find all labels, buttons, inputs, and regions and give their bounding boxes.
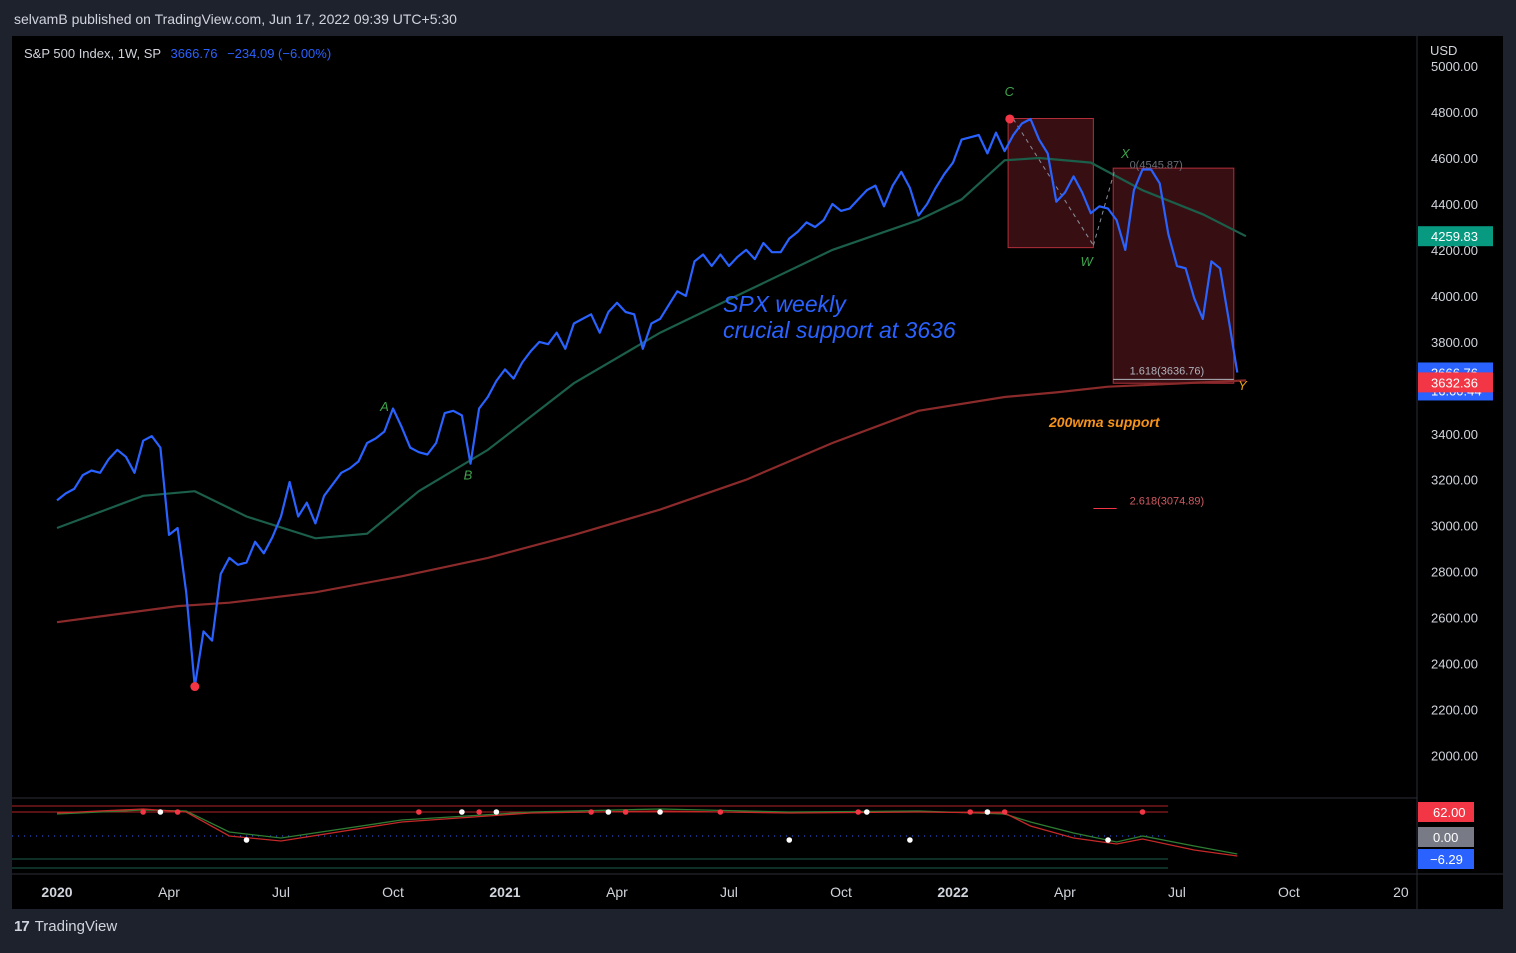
price-badge — [1418, 372, 1493, 393]
osc-badge — [1418, 849, 1474, 869]
price-badge-value: 4259.83 — [1431, 229, 1478, 244]
y-tick-label: 4000.00 — [1431, 289, 1478, 304]
low-marker — [190, 682, 200, 692]
y-tick-label: 4200.00 — [1431, 243, 1478, 258]
wave-box-w — [1007, 117, 1094, 249]
osc-dot — [459, 809, 465, 815]
x-tick-label: Oct — [1278, 884, 1300, 900]
osc-dot — [416, 809, 422, 815]
y-tick-label: 2400.00 — [1431, 657, 1478, 672]
osc-badge-value: 0.00 — [1433, 830, 1458, 845]
tradingview-logo-icon: 17 — [14, 918, 30, 935]
wave-label-a: A — [379, 399, 389, 414]
support-note: 200wma support — [1048, 414, 1161, 430]
osc-signal-line — [56, 808, 1238, 855]
ma-short-line — [56, 156, 1247, 540]
symbol-legend: S&P 500 Index, 1W, SP 3666.76 −234.09 (−… — [24, 46, 331, 61]
currency-label: USD — [1430, 43, 1457, 58]
osc-dot — [984, 809, 991, 815]
osc-dot — [855, 809, 861, 815]
osc-dot — [786, 837, 793, 843]
osc-dot — [907, 837, 913, 843]
x-tick-label: Apr — [606, 884, 628, 900]
osc-dot — [657, 809, 663, 815]
x-tick-label: 20 — [1393, 884, 1409, 900]
osc-dot — [1139, 809, 1146, 815]
wave-label-w: W — [1080, 254, 1094, 269]
publish-header: selvamB published on TradingView.com, Ju… — [0, 0, 1516, 36]
x-tick-label: Jul — [1168, 884, 1186, 900]
publish-line: selvamB published on TradingView.com, Ju… — [14, 11, 457, 27]
footer-brand: 17 TradingView — [14, 918, 117, 935]
wave-label-x: X — [1120, 146, 1131, 161]
x-tick-label: 2021 — [489, 884, 520, 900]
y-tick-label: 5000.00 — [1431, 59, 1478, 74]
osc-dot — [140, 809, 146, 815]
osc-dot — [967, 809, 973, 815]
brand-name: TradingView — [34, 918, 118, 935]
price-badge — [1418, 226, 1493, 247]
y-tick-label: 3400.00 — [1431, 427, 1478, 442]
note-line-1: SPX weekly — [723, 291, 847, 317]
x-tick-label: Jul — [272, 884, 290, 900]
osc-dot — [864, 809, 870, 815]
x-tick-label: Oct — [830, 884, 852, 900]
osc-dot — [622, 809, 629, 815]
price-line — [56, 117, 1239, 688]
osc-dot — [476, 809, 482, 815]
chart-frame[interactable]: 0(4545.87) 1.618(3636.76) 2.618(3074.89) C X… — [12, 36, 1503, 909]
y-tick-label: 3800.00 — [1431, 335, 1478, 350]
osc-dot — [605, 809, 612, 815]
note-line-2: crucial support at 3636 — [723, 317, 956, 343]
y-tick-label: 2800.00 — [1431, 565, 1478, 580]
chart-canvas[interactable]: 0(4545.87) 1.618(3636.76) 2.618(3074.89) C X… — [12, 36, 1503, 909]
legend-symbol: S&P 500 Index, 1W, SP — [24, 46, 161, 61]
y-tick-label: 3000.00 — [1431, 519, 1478, 534]
wave-box-y — [1112, 167, 1235, 384]
fib-label-0: 0(4545.87) — [1130, 159, 1183, 171]
y-tick-label: 2600.00 — [1431, 611, 1478, 626]
x-tick-label: Apr — [158, 884, 180, 900]
osc-badge — [1418, 827, 1474, 847]
wave-label-c: C — [1005, 84, 1015, 99]
x-tick-label: Jul — [720, 884, 738, 900]
osc-dot — [157, 809, 164, 815]
x-tick-label: Apr — [1054, 884, 1076, 900]
osc-dot — [1001, 809, 1008, 815]
osc-badge-value: −6.29 — [1430, 852, 1463, 867]
x-tick-label: Oct — [382, 884, 404, 900]
osc-dot — [1105, 837, 1111, 843]
osc-badge — [1418, 802, 1474, 822]
y-tick-label: 3200.00 — [1431, 473, 1478, 488]
high-marker — [1005, 114, 1015, 124]
wave-connector-wx — [1092, 169, 1116, 246]
y-tick-label: 2200.00 — [1431, 703, 1478, 718]
x-tick-label: 2022 — [937, 884, 968, 900]
osc-badge-value: 62.00 — [1433, 805, 1466, 820]
osc-dot — [588, 809, 594, 815]
y-tick-label: 4800.00 — [1431, 105, 1478, 120]
legend-change: −234.09 (−6.00%) — [227, 46, 332, 61]
x-tick-label: 2020 — [41, 884, 72, 900]
legend-last: 3666.76 — [170, 46, 218, 61]
wave-label-b: B — [464, 468, 473, 483]
osc-dot — [243, 837, 250, 843]
fib-label-2618: 2.618(3074.89) — [1130, 495, 1205, 507]
wave-label-y: Y — [1238, 378, 1248, 393]
osc-dot — [493, 809, 500, 815]
price-badge-value: 3632.36 — [1431, 375, 1478, 390]
osc-main-line — [56, 808, 1238, 857]
y-tick-label: 2000.00 — [1431, 749, 1478, 764]
fib-label-1618: 1.618(3636.76) — [1130, 365, 1205, 377]
ma-long-line — [56, 379, 1246, 624]
y-tick-label: 4400.00 — [1431, 197, 1478, 212]
osc-dot — [174, 809, 181, 815]
osc-dot — [717, 809, 724, 815]
y-tick-label: 4600.00 — [1431, 151, 1478, 166]
